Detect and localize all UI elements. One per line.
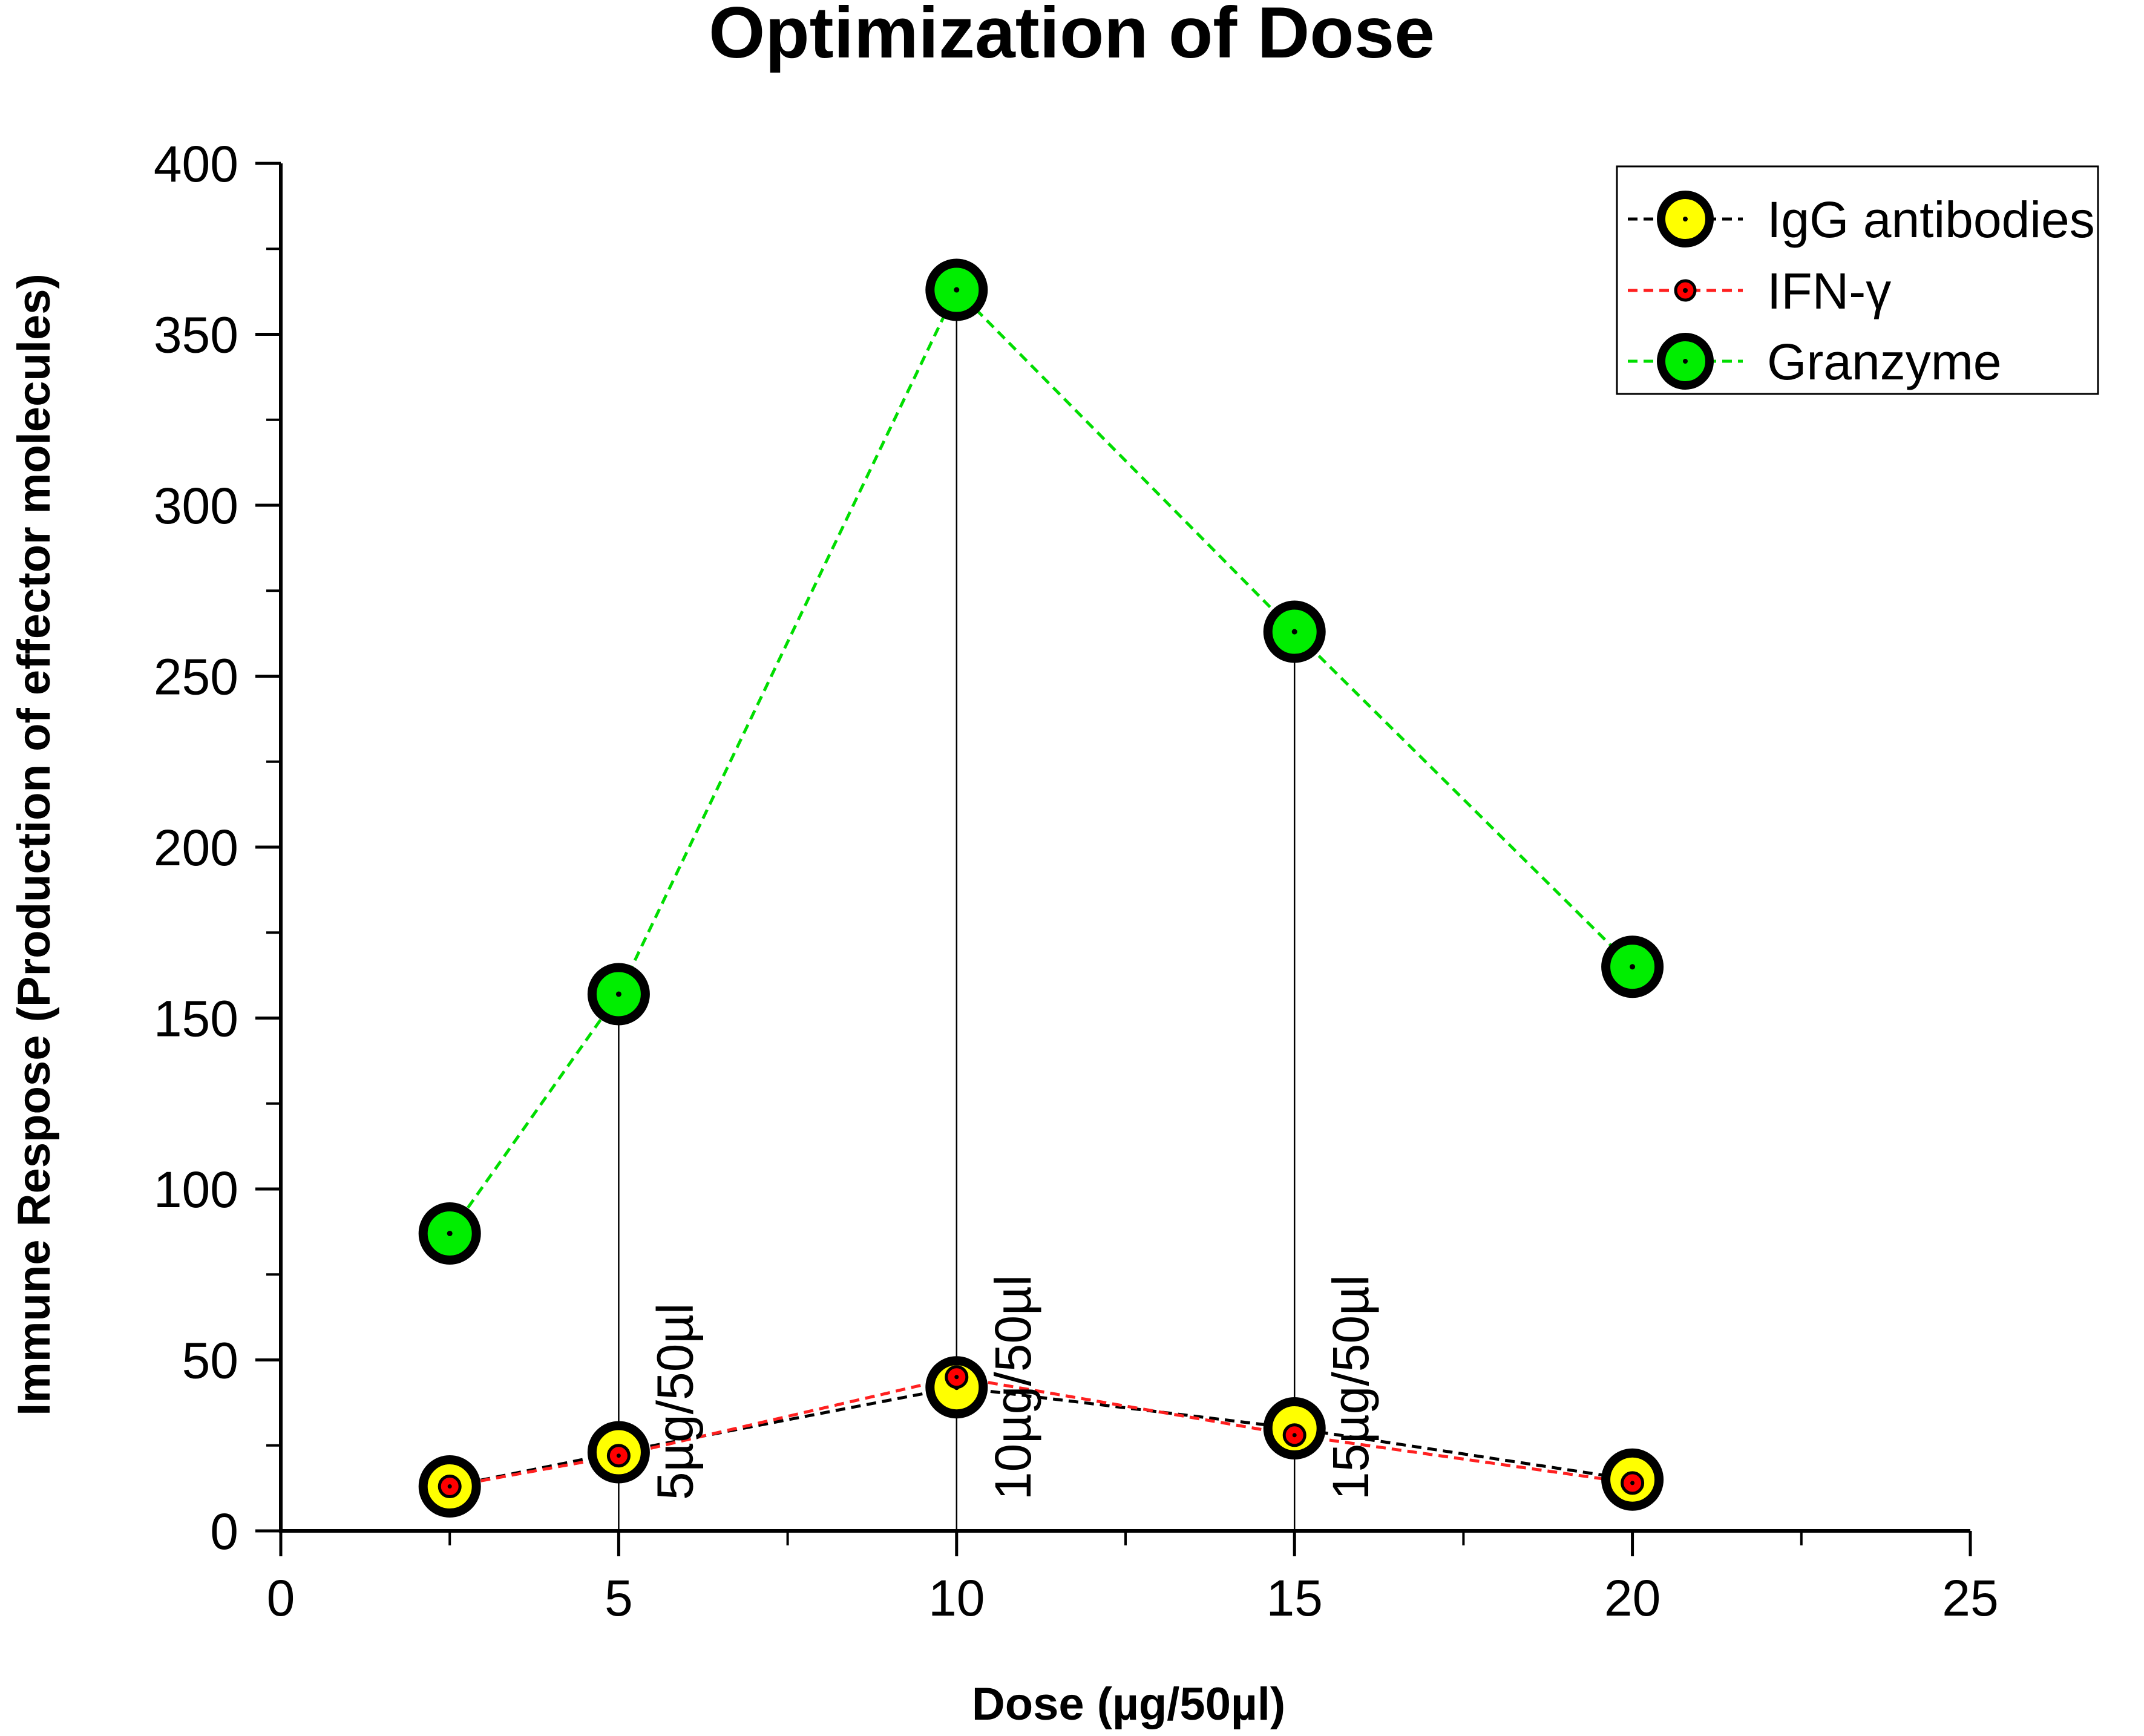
legend-label: Granzyme — [1767, 333, 2001, 390]
x-tick-label: 5 — [605, 1570, 633, 1626]
y-tick-label: 150 — [154, 991, 238, 1047]
legend-marker-center — [1683, 217, 1688, 221]
x-tick-label: 15 — [1266, 1570, 1322, 1626]
y-tick-label: 400 — [154, 136, 238, 192]
y-tick-label: 250 — [154, 649, 238, 706]
y-tick-label: 200 — [154, 819, 238, 876]
x-tick-label: 20 — [1604, 1570, 1660, 1626]
legend-label: IFN-γ — [1767, 263, 1891, 319]
y-tick-label: 300 — [154, 477, 238, 534]
data-point-center — [616, 1453, 621, 1458]
y-tick-label: 50 — [182, 1332, 238, 1389]
data-point-center — [447, 1230, 453, 1236]
y-tick-label: 0 — [210, 1503, 238, 1560]
y-axis-title: Immune Respose (Production of effector m… — [8, 274, 60, 1416]
data-point-center — [954, 1375, 959, 1380]
data-point-center — [615, 991, 621, 997]
y-tick-label: 350 — [154, 307, 238, 364]
x-tick-label: 25 — [1942, 1570, 1998, 1626]
annotation-labels: 5µg/50µl 10µg/50µl 15µg/50µl — [646, 1275, 1379, 1500]
annotation-lines — [618, 290, 1296, 1531]
annotation-label: 15µg/50µl — [1322, 1275, 1379, 1500]
data-point-center — [1630, 1481, 1635, 1485]
legend-marker-center — [1683, 288, 1688, 293]
annotation-label: 5µg/50µl — [646, 1303, 703, 1500]
y-ticks: 0 50 100 150 200 250 300 350 400 — [154, 136, 281, 1560]
x-tick-label: 10 — [928, 1570, 985, 1626]
series-line-2 — [448, 287, 1634, 1234]
series-line-0 — [449, 1386, 1633, 1489]
annotation-label: 10µg/50µl — [985, 1275, 1041, 1500]
x-axis-title: Dose (µg/50µl) — [972, 1679, 1285, 1730]
series-line-1 — [449, 1375, 1633, 1489]
data-point-center — [1292, 1433, 1297, 1438]
data-point-center — [447, 1484, 452, 1489]
chart-title: Optimization of Dose — [709, 0, 1435, 73]
legend-marker-center — [1683, 359, 1688, 364]
data-point-center — [1291, 629, 1297, 635]
data-point-center — [954, 287, 960, 293]
x-tick-label: 0 — [267, 1570, 295, 1626]
legend-label: IgG antibodies — [1767, 191, 2095, 248]
y-tick-label: 100 — [154, 1161, 238, 1218]
axes: 0 5 10 15 20 25 0 50 100 150 200 250 300 350 400 — [154, 136, 1999, 1626]
data-point-center — [1630, 964, 1636, 970]
series-markers — [418, 258, 1664, 1518]
legend: IgG antibodies IFN-γ Granzyme — [1616, 165, 2099, 395]
x-ticks: 0 5 10 15 20 25 — [267, 1531, 1999, 1626]
